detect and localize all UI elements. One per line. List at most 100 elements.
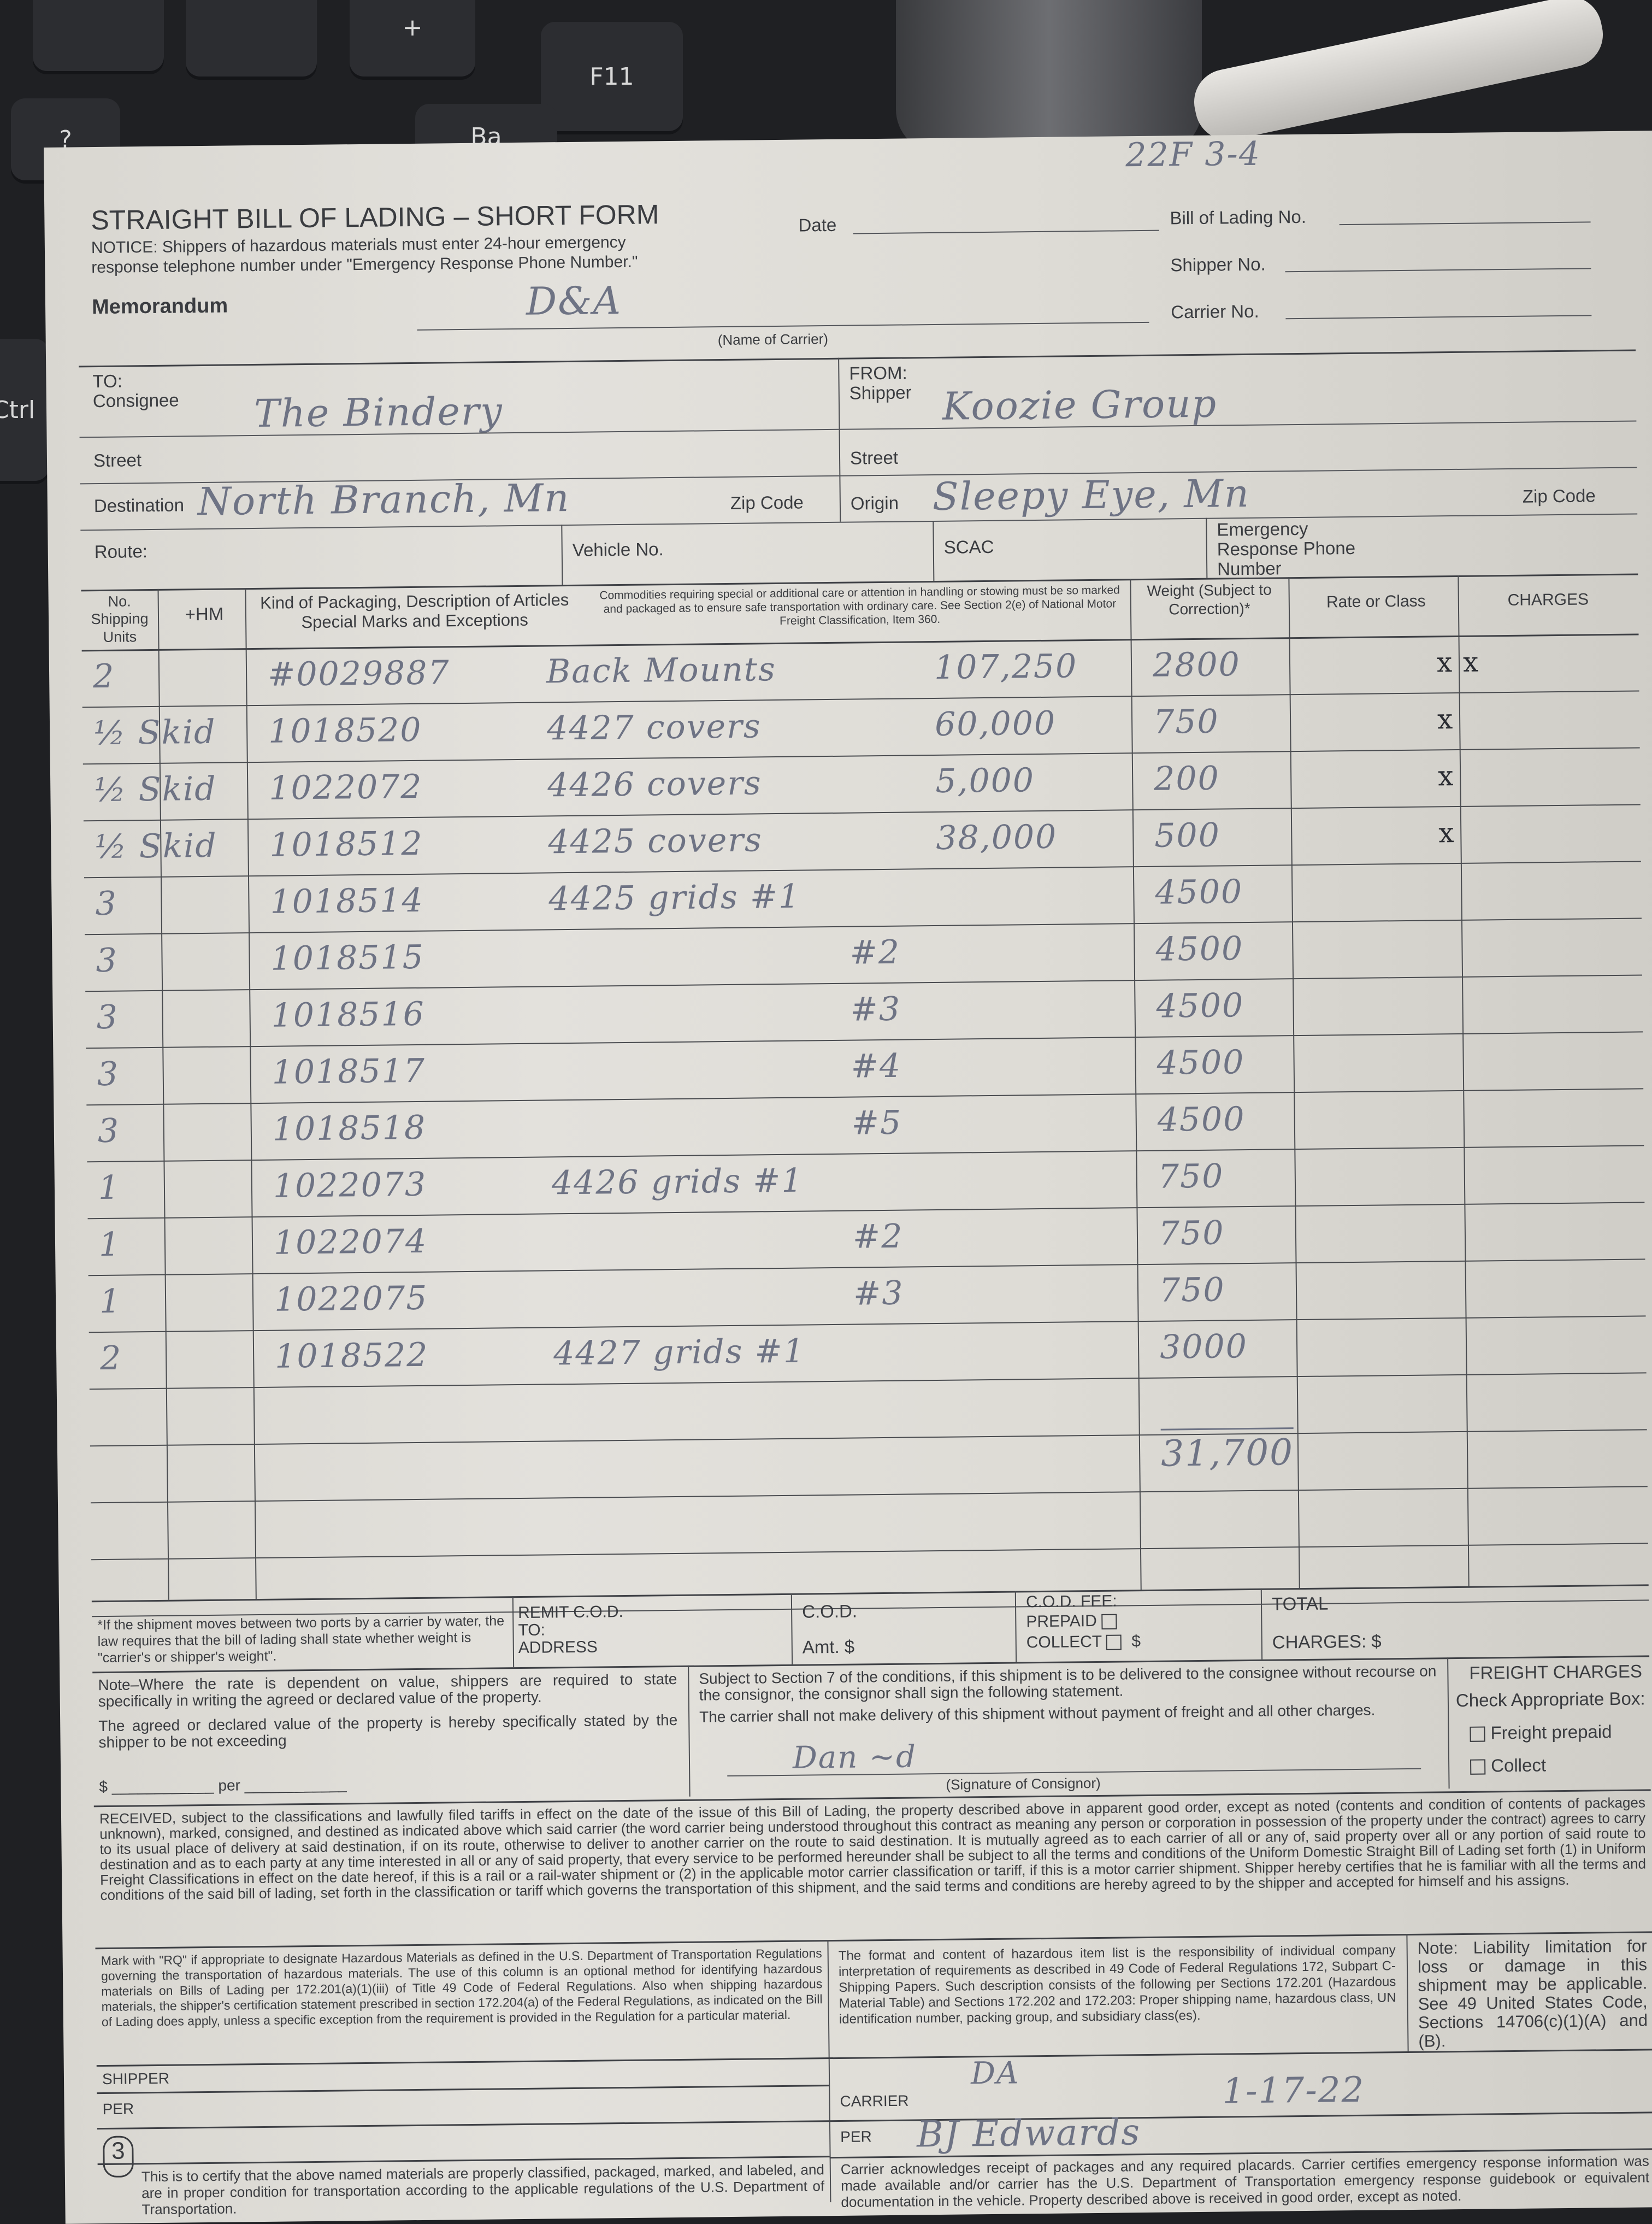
carrier-sign-label: CARRIER (840, 2092, 909, 2110)
consignor-signature: Dan ~d (792, 1739, 917, 1776)
item-weight: 4500 (1156, 986, 1244, 1026)
carrier-name-handwritten: D&A (526, 278, 622, 324)
shipping-units: 3 (96, 941, 119, 980)
item-weight: 4500 (1155, 929, 1244, 969)
divider (97, 2085, 829, 2094)
shipping-units: ½ Skid (95, 826, 218, 867)
item-weight: 500 (1154, 816, 1221, 855)
keyboard-key-ctrl: Ctrl (0, 339, 49, 481)
item-quantity: 107,250 (934, 647, 1078, 687)
item-number: 1018516 (271, 995, 426, 1035)
header-hm: +HM (185, 603, 224, 625)
shipping-units: 1 (98, 1225, 121, 1264)
checkbox-icon[interactable] (1470, 1726, 1485, 1743)
freight-prepaid-label: Freight prepaid (1490, 1721, 1612, 1743)
collect-freight-label: Collect (1490, 1755, 1547, 1776)
declared-value-field[interactable]: $ ____________ per ____________ (99, 1775, 347, 1796)
item-weight: 750 (1158, 1157, 1224, 1196)
check-box-label: Check Appropriate Box: (1455, 1688, 1645, 1711)
shipping-units: 2 (92, 657, 115, 696)
carrier-per-label: PER (840, 2128, 872, 2145)
shipper-no-field[interactable] (1285, 268, 1591, 273)
item-weight: 4500 (1157, 1100, 1246, 1139)
from-label: FROM: (849, 362, 907, 384)
checkbox-icon[interactable] (1470, 1759, 1486, 1775)
origin-handwritten: Sleepy Eye, Mn (932, 470, 1250, 519)
name-of-carrier-label: (Name of Carrier) (717, 330, 829, 349)
route-label: Route: (94, 541, 148, 562)
item-description: 4427 grids #1 (553, 1332, 806, 1373)
item-number: 1018512 (269, 824, 423, 864)
bill-of-lading-no-field[interactable] (1339, 221, 1591, 226)
keyboard-key (186, 0, 317, 77)
shipper-label: Shipper (849, 382, 912, 403)
item-weight: 2800 (1152, 645, 1241, 685)
divider (827, 1940, 831, 2203)
carrier-no-field[interactable] (1285, 315, 1592, 320)
freight-charges-label: FREIGHT CHARGES (1469, 1661, 1643, 1683)
shipper-zip-label: Zip Code (1522, 485, 1596, 507)
divider (1447, 1657, 1450, 1789)
shipper-street-label: Street (849, 447, 899, 468)
shipping-units: 1 (98, 1168, 121, 1208)
keyboard-key-f11: F11 (541, 22, 683, 131)
total-weight: 31,700 (1160, 1427, 1294, 1475)
checkbox-icon[interactable] (1106, 1634, 1122, 1650)
liability-note: Note: Liability limitation for loss or d… (1417, 1936, 1648, 2051)
carrier-initials: DA (970, 2055, 1020, 2092)
item-number: 1018518 (272, 1108, 427, 1149)
shipping-units: 2 (99, 1339, 122, 1378)
item-number: 1022075 (274, 1279, 428, 1319)
shipping-units: ½ Skid (93, 769, 217, 810)
header-commodities-note: Commodities requiring special or additio… (599, 584, 1120, 628)
item-quantity: 60,000 (934, 704, 1057, 744)
received-terms: RECEIVED, subject to the classifications… (99, 1794, 1647, 1904)
item-number: 1022074 (273, 1222, 428, 1262)
cod-fee-dollar: $ (1131, 1632, 1141, 1651)
section-7-note: Subject to Section 7 of the conditions, … (699, 1662, 1437, 1704)
collect-freight-checkbox[interactable]: Collect (1470, 1755, 1546, 1776)
mug (896, 0, 1202, 153)
item-weight: 750 (1159, 1270, 1225, 1310)
keyboard-key-plus: + (350, 0, 475, 77)
ports-note: *If the shipment moves between two ports… (97, 1613, 505, 1666)
item-number: 1022072 (268, 767, 423, 808)
shipping-units: 3 (97, 1111, 120, 1151)
shipping-units: ½ Skid (93, 713, 216, 753)
header-weight: Weight (Subject to Correction)* (1147, 581, 1272, 618)
item-number: #0029887 (267, 654, 450, 694)
divider (688, 1665, 691, 1797)
item-weight: 750 (1153, 702, 1220, 742)
divider (97, 2111, 1652, 2130)
checkbox-icon[interactable] (1101, 1614, 1117, 1629)
destination-handwritten: North Branch, Mn (197, 475, 570, 525)
item-sub-number: #3 (853, 1274, 904, 1313)
shipper-no-label: Shipper No. (1170, 254, 1266, 275)
item-number: 1018520 (268, 710, 422, 751)
rate-mark: x (1437, 703, 1454, 736)
carrier-signature: BJ Edwards (916, 2111, 1141, 2156)
item-quantity: 5,000 (935, 761, 1035, 801)
header-charges: CHARGES (1507, 590, 1589, 609)
item-weight: 200 (1153, 759, 1220, 798)
shipper-per-label: PER (102, 2100, 134, 2118)
scac-label: SCAC (943, 536, 994, 557)
cod-amount-label: Amt. $ (802, 1636, 855, 1657)
header-rate: Rate or Class (1326, 592, 1426, 611)
hazmat-note: Mark with "RQ" if appropriate to designa… (101, 1946, 823, 2029)
carrier-no-label: Carrier No. (1171, 301, 1259, 322)
prepaid-label: PREPAID (1026, 1611, 1097, 1631)
item-sub-number: #2 (849, 933, 901, 972)
item-description: 4426 grids #1 (551, 1161, 804, 1203)
collect-checkbox[interactable]: COLLECT $ (1026, 1632, 1141, 1652)
item-description: 4425 covers (547, 821, 763, 862)
prepaid-checkbox[interactable]: PREPAID (1026, 1611, 1122, 1631)
remit-cod-label: REMIT C.O.D. TO: ADDRESS (517, 1603, 624, 1657)
item-number: 1022073 (273, 1165, 427, 1205)
rate-mark: x x (1436, 646, 1480, 679)
freight-prepaid-checkbox[interactable]: Freight prepaid (1470, 1721, 1612, 1744)
date-field[interactable] (853, 230, 1159, 234)
total-label: TOTAL (1271, 1593, 1329, 1614)
no-delivery-note: The carrier shall not make delivery of t… (699, 1701, 1376, 1726)
consignee-label: Consignee (92, 390, 179, 411)
